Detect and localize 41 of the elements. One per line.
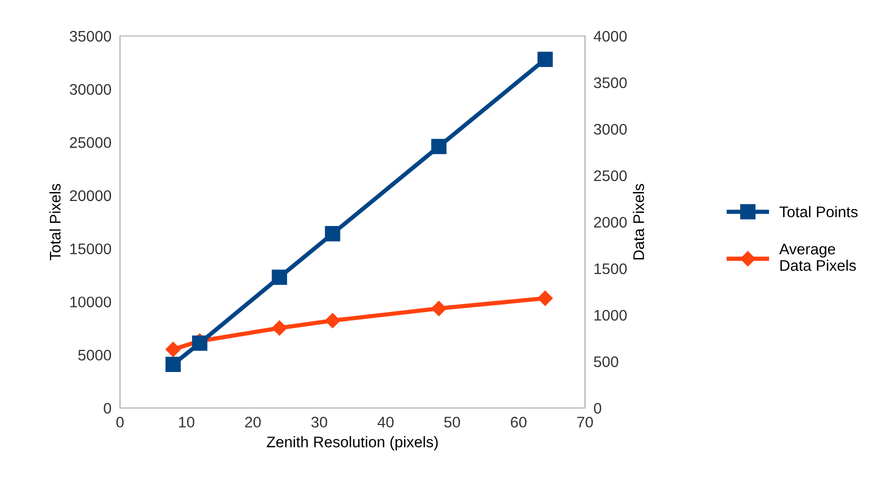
point [538,52,553,68]
x-tick-label: 30 [311,416,328,428]
point [325,313,340,328]
x-tick-label: 10 [179,416,194,428]
y-tick-label: 5000 [78,350,112,361]
x-tick-label: 60 [510,416,526,428]
y2-tick-label: 1500 [594,263,627,274]
x-tick-label: 0 [116,416,124,428]
point [166,356,181,372]
point [192,336,208,351]
y2-axis-title: Data Pixels [632,184,644,260]
point [272,320,287,336]
x-tick-label: 70 [577,416,593,428]
point [166,342,181,357]
x-axis-title: Zenith Resolution (pixels) [266,436,438,450]
point [431,138,446,154]
y-tick-label: 30000 [70,84,112,95]
y-tick-label: 20000 [70,190,112,202]
y-tick-label: 15000 [70,243,112,254]
y2-tick-label: 500 [594,356,618,368]
y2-tick-label: 4000 [594,30,627,42]
x-tick-label: 20 [245,416,261,428]
point [324,226,340,242]
y2-tick-label: 3000 [594,124,627,135]
x-tick-label: 50 [444,416,460,428]
y2-tick-label: 3500 [594,77,627,88]
y2-tick-label: 0 [594,402,602,414]
y-tick-label: 25000 [70,137,112,148]
legend-label: Total Points [780,206,858,218]
y-tick-label: 10000 [70,296,112,308]
y-axis-title: Total Pixels [49,184,61,260]
point [272,270,288,285]
point [431,300,446,316]
y-tick-label: 0 [104,402,112,414]
y-tick-label: 35000 [70,30,112,42]
point [538,290,553,306]
y2-tick-label: 1000 [594,310,627,321]
x-tick-label: 40 [378,416,394,428]
y2-tick-label: 2500 [594,170,627,182]
legend-label: Average Data Pixels [779,244,856,271]
y2-tick-label: 2000 [594,216,627,228]
